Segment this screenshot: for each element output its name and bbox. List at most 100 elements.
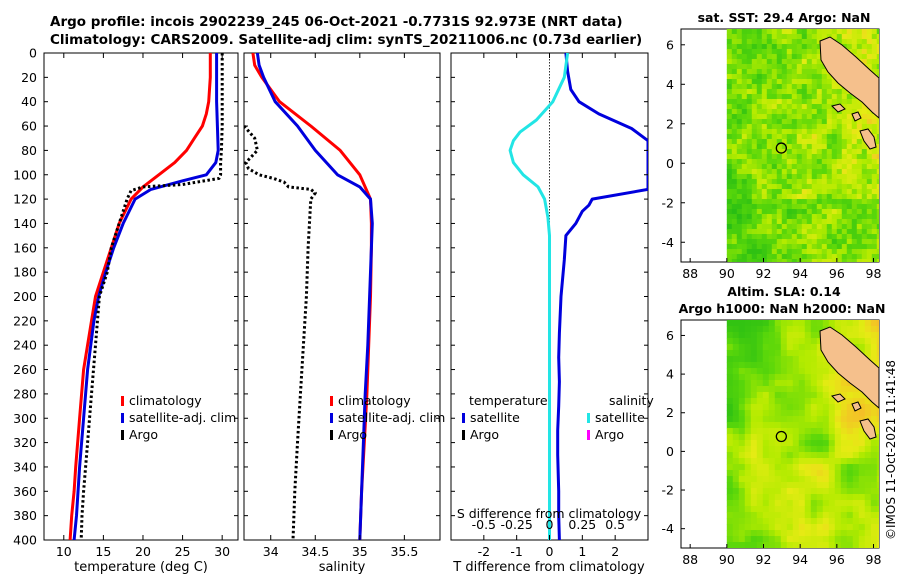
heat-cell	[816, 380, 824, 387]
heat-cell	[776, 249, 783, 255]
depth-tick-label: 140	[13, 216, 37, 231]
heat-cell	[852, 416, 860, 423]
heat-cell	[866, 114, 873, 120]
heat-cell	[781, 229, 788, 235]
heat-cell	[768, 422, 776, 429]
heat-cell	[851, 174, 858, 180]
heat-cell	[756, 404, 764, 411]
heat-cell	[776, 194, 783, 200]
heat-cell	[780, 488, 788, 495]
heat-cell	[816, 64, 823, 70]
heat-cell	[846, 244, 853, 250]
heat-cell	[841, 224, 848, 230]
heat-cell	[791, 244, 798, 250]
heat-cell	[846, 470, 854, 477]
heat-cell	[826, 129, 833, 135]
heat-cell	[786, 320, 794, 327]
heat-cell	[826, 244, 833, 250]
heat-cell	[798, 482, 806, 489]
heat-cell	[861, 119, 868, 125]
heat-cell	[866, 184, 873, 190]
heat-cell	[816, 320, 824, 327]
heat-cell	[751, 104, 758, 110]
heat-cell	[776, 49, 783, 55]
heat-cell	[766, 199, 773, 205]
heat-cell	[856, 194, 863, 200]
heat-cell	[781, 89, 788, 95]
heat-cell	[806, 49, 813, 55]
heat-cell	[780, 446, 788, 453]
heat-cell	[846, 164, 853, 170]
heat-cell	[840, 476, 848, 483]
heat-cell	[810, 506, 818, 513]
heat-cell	[831, 109, 838, 115]
heat-cell	[786, 350, 794, 357]
heat-cell	[840, 458, 848, 465]
heat-cell	[831, 184, 838, 190]
heat-cell	[804, 428, 812, 435]
heat-cell	[751, 194, 758, 200]
heat-cell	[821, 214, 828, 220]
heat-cell	[796, 259, 803, 262]
heat-cell	[738, 464, 746, 471]
heat-cell	[870, 446, 878, 453]
heat-cell	[810, 458, 818, 465]
heat-cell	[870, 350, 878, 357]
heat-cell	[816, 99, 823, 105]
heat-cell	[870, 494, 878, 501]
heat-cell	[746, 99, 753, 105]
heat-cell	[780, 416, 788, 423]
heat-cell	[776, 69, 783, 75]
heat-cell	[804, 362, 812, 369]
heat-cell	[781, 79, 788, 85]
heat-cell	[741, 69, 748, 75]
heat-cell	[851, 164, 858, 170]
heat-cell	[751, 59, 758, 65]
heat-cell	[736, 39, 743, 45]
heat-cell	[811, 259, 818, 262]
heat-cell	[801, 154, 808, 160]
heat-cell	[798, 506, 806, 513]
heat-cell	[840, 518, 848, 525]
depth-tick-label: 340	[13, 459, 37, 474]
heat-cell	[732, 512, 740, 519]
heat-cell	[732, 542, 740, 548]
heat-cell	[851, 169, 858, 175]
heat-cell	[834, 404, 842, 411]
heat-cell	[816, 506, 824, 513]
heat-cell	[746, 74, 753, 80]
heat-cell	[781, 144, 788, 150]
heat-cell	[756, 59, 763, 65]
heat-cell	[801, 109, 808, 115]
heat-cell	[831, 84, 838, 90]
heat-cell	[870, 338, 878, 345]
heat-cell	[811, 124, 818, 130]
heat-cell	[816, 34, 823, 40]
heat-cell	[736, 79, 743, 85]
heat-cell	[871, 39, 878, 45]
heat-cell	[876, 214, 879, 220]
heat-cell	[798, 404, 806, 411]
heat-cell	[806, 79, 813, 85]
heat-cell	[746, 219, 753, 225]
heat-cell	[861, 44, 868, 50]
heat-cell	[851, 204, 858, 210]
heat-cell	[751, 54, 758, 60]
heat-cell	[791, 54, 798, 60]
heat-cell	[732, 350, 740, 357]
heat-cell	[831, 204, 838, 210]
heat-cell	[858, 452, 866, 459]
heat-cell	[776, 94, 783, 100]
heat-cell	[746, 79, 753, 85]
heat-cell	[771, 239, 778, 245]
heat-cell	[816, 530, 824, 537]
heat-cell	[831, 229, 838, 235]
heat-cell	[780, 518, 788, 525]
heat-cell	[801, 134, 808, 140]
heat-cell	[750, 518, 758, 525]
heat-cell	[791, 234, 798, 240]
heat-cell	[826, 109, 833, 115]
heat-cell	[871, 194, 878, 200]
heat-cell	[791, 259, 798, 262]
heat-cell	[804, 464, 812, 471]
